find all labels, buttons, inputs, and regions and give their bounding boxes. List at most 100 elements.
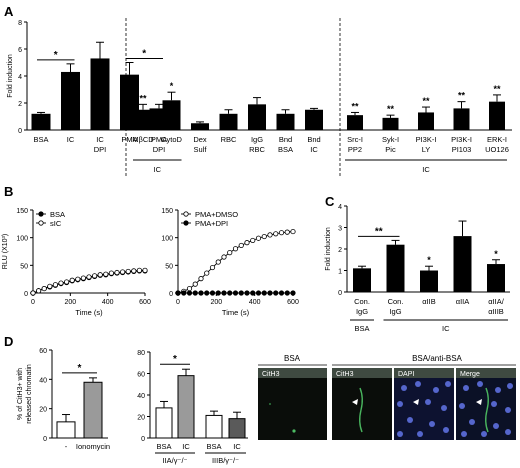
data-point bbox=[41, 285, 47, 292]
data-point bbox=[255, 235, 262, 241]
data-point bbox=[227, 290, 233, 296]
data-point bbox=[108, 270, 115, 276]
x-tick-label: Con. bbox=[354, 297, 370, 306]
y-tick-label: 2 bbox=[18, 101, 22, 108]
micrograph-label-ic-dapi: DAPI bbox=[398, 371, 414, 378]
x-tick-label: IC bbox=[233, 442, 241, 451]
group-label: IC bbox=[422, 165, 430, 174]
x-tick-label: Src-I bbox=[347, 135, 363, 144]
y-tick-label: 0 bbox=[24, 291, 28, 298]
data-point bbox=[261, 290, 267, 296]
y-axis-label: % of CitH3+ with bbox=[17, 368, 24, 420]
y-tick-label: 0 bbox=[141, 436, 145, 443]
legend-label: PMA+DPI bbox=[195, 219, 228, 228]
y-tick-label: 50 bbox=[165, 263, 173, 270]
data-point bbox=[215, 290, 221, 296]
y-tick-label: 60 bbox=[137, 372, 145, 379]
y-tick-label: 50 bbox=[20, 263, 28, 270]
bar bbox=[386, 244, 405, 292]
bar bbox=[162, 100, 181, 130]
data-point bbox=[75, 276, 81, 282]
y-tick-label: 1 bbox=[338, 269, 342, 276]
x-tick-label: UO126 bbox=[485, 145, 509, 154]
bar bbox=[61, 71, 80, 130]
micrograph-chromatin-strand bbox=[485, 387, 489, 433]
micrograph-bsa-cith3 bbox=[258, 368, 327, 440]
micrograph-spot bbox=[269, 403, 271, 405]
bar bbox=[134, 109, 152, 130]
x-tick-label: IgG bbox=[356, 307, 368, 316]
legend-marker bbox=[183, 220, 189, 226]
data-point bbox=[267, 290, 273, 296]
data-point bbox=[238, 242, 244, 249]
y-tick-label: 100 bbox=[161, 236, 173, 243]
significance-label: * bbox=[494, 249, 498, 259]
data-point bbox=[221, 254, 227, 260]
data-point bbox=[261, 233, 267, 240]
data-point bbox=[255, 290, 262, 296]
x-tick-label: Dex bbox=[193, 135, 207, 144]
data-point bbox=[284, 229, 290, 235]
y-tick-label: 20 bbox=[39, 407, 47, 414]
y-tick-label: 0 bbox=[169, 291, 173, 298]
bar bbox=[489, 101, 505, 130]
arrowhead-icon bbox=[352, 399, 358, 405]
x-tick-label: PI103 bbox=[452, 145, 472, 154]
data-point bbox=[186, 290, 193, 296]
x-tick-label: αIIA/ bbox=[488, 297, 505, 306]
x-tick-label: BSA bbox=[33, 135, 48, 144]
micrograph-label-strip bbox=[332, 368, 392, 378]
arrowhead-icon bbox=[476, 399, 482, 405]
x-tick-label: ERK-I bbox=[487, 135, 507, 144]
data-point bbox=[204, 290, 210, 296]
x-tick-label: BSA bbox=[156, 442, 171, 451]
bar bbox=[276, 113, 295, 130]
x-tick-label: CytoD bbox=[161, 135, 182, 144]
chart-panel-d-left: 0 20 40 60 % of CitH3+ with released chromati… bbox=[17, 348, 110, 451]
data-point bbox=[204, 270, 210, 276]
x-tick-label: - bbox=[65, 442, 68, 451]
x-tick-label: PI3K-I bbox=[416, 135, 437, 144]
x-tick-label: RBC bbox=[249, 145, 265, 154]
y-tick-label: 100 bbox=[16, 236, 28, 243]
data-point bbox=[267, 232, 273, 238]
data-point bbox=[69, 277, 75, 283]
significance-label: ** bbox=[375, 226, 383, 237]
significance-label: * bbox=[142, 49, 146, 60]
significance-label: ** bbox=[351, 101, 359, 111]
data-point bbox=[103, 271, 109, 277]
data-point bbox=[52, 282, 59, 288]
data-point bbox=[278, 230, 285, 236]
x-tick-label: Ionomycin bbox=[76, 442, 110, 451]
data-point bbox=[273, 231, 279, 237]
data-point bbox=[30, 290, 36, 296]
y-tick-label: 150 bbox=[16, 208, 28, 215]
data-point bbox=[80, 275, 87, 281]
x-tick-label: IC bbox=[310, 145, 318, 154]
data-point bbox=[278, 290, 285, 296]
micrograph-label-strip bbox=[258, 368, 327, 378]
data-point bbox=[136, 267, 142, 273]
data-point bbox=[290, 290, 296, 296]
data-point bbox=[181, 290, 187, 296]
x-tick-label: DPI bbox=[94, 145, 107, 154]
micrograph-nuclei bbox=[397, 381, 451, 437]
y-axis-label: Fold induction bbox=[325, 227, 332, 271]
bar bbox=[155, 407, 173, 439]
significance-label: * bbox=[54, 50, 58, 61]
legend-marker bbox=[38, 220, 44, 226]
bar bbox=[177, 375, 195, 439]
panel-letter-a: A bbox=[4, 4, 14, 19]
x-tick-label: IgG bbox=[389, 307, 401, 316]
legend-label: BSA bbox=[50, 210, 65, 219]
bar bbox=[347, 115, 363, 130]
data-point bbox=[192, 290, 198, 296]
significance-label: ** bbox=[422, 96, 430, 106]
micrograph-label-ic-merge: Merge bbox=[460, 371, 480, 378]
x-tick-label: αIIA bbox=[456, 297, 470, 306]
legend-label: PMA+DMSO bbox=[195, 210, 238, 219]
x-tick-label: Bnd bbox=[307, 135, 320, 144]
data-point bbox=[232, 290, 239, 296]
x-tick-label: PMA bbox=[151, 135, 167, 144]
